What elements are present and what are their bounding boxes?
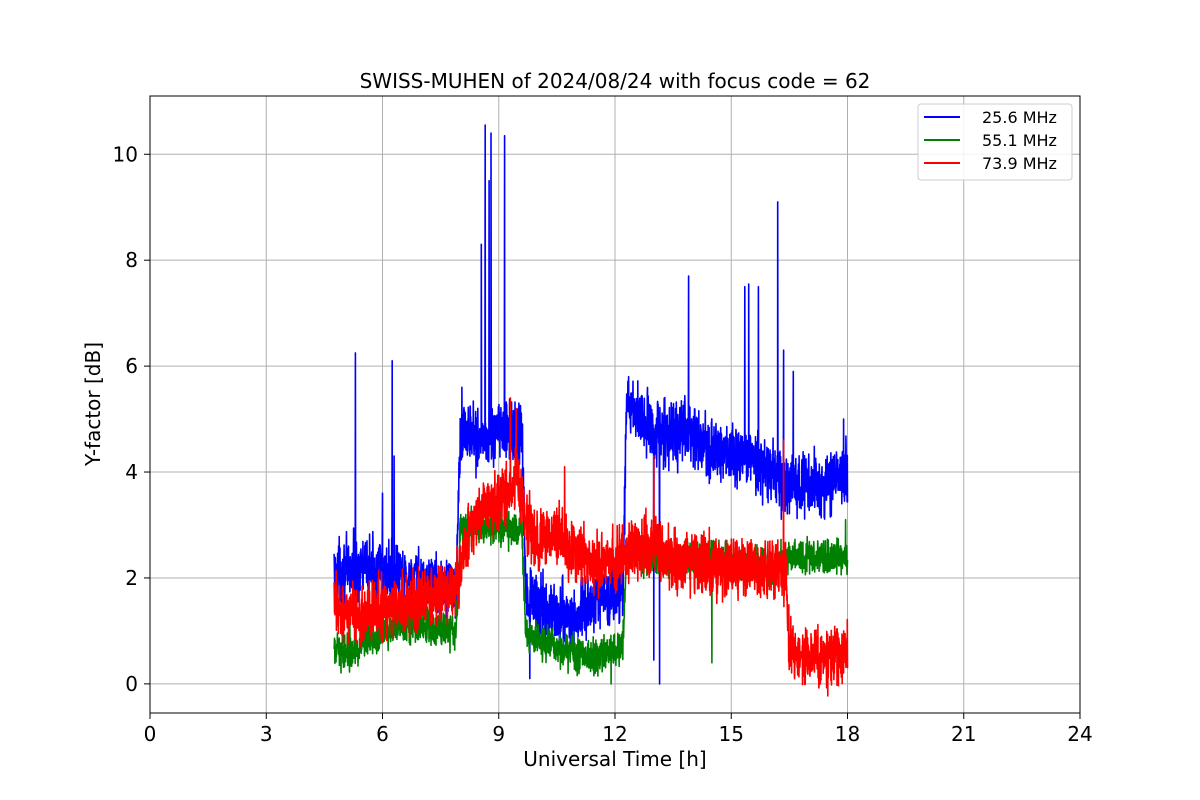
series-lines bbox=[333, 124, 849, 697]
chart-title: SWISS-MUHEN of 2024/08/24 with focus cod… bbox=[360, 69, 871, 93]
x-tick-label: 9 bbox=[492, 722, 505, 746]
x-tick-label: 21 bbox=[951, 722, 976, 746]
x-tick-label: 3 bbox=[260, 722, 273, 746]
x-tick-label: 6 bbox=[376, 722, 389, 746]
series-line-2 bbox=[333, 397, 849, 697]
x-axis-label: Universal Time [h] bbox=[523, 747, 706, 771]
legend-box bbox=[917, 103, 1073, 181]
legend-entry-0: 25.6 MHz bbox=[982, 108, 1057, 127]
x-tick-label: 18 bbox=[835, 722, 860, 746]
y-tick-label: 8 bbox=[125, 248, 138, 272]
y-tick-label: 0 bbox=[125, 672, 138, 696]
legend-entry-2: 73.9 MHz bbox=[982, 154, 1057, 173]
y-tick-label: 6 bbox=[125, 354, 138, 378]
x-tick-label: 15 bbox=[719, 722, 744, 746]
x-tick-label: 24 bbox=[1067, 722, 1092, 746]
legend: 25.6 MHz 55.1 MHz 73.9 MHz bbox=[917, 103, 1073, 181]
y-tick-label: 10 bbox=[113, 142, 138, 166]
legend-entry-1: 55.1 MHz bbox=[982, 131, 1057, 150]
y-axis-label: Y-factor [dB] bbox=[81, 342, 105, 467]
x-tick-label: 12 bbox=[602, 722, 627, 746]
x-tick-label: 0 bbox=[144, 722, 157, 746]
y-tick-label: 4 bbox=[125, 460, 138, 484]
y-tick-label: 2 bbox=[125, 566, 138, 590]
